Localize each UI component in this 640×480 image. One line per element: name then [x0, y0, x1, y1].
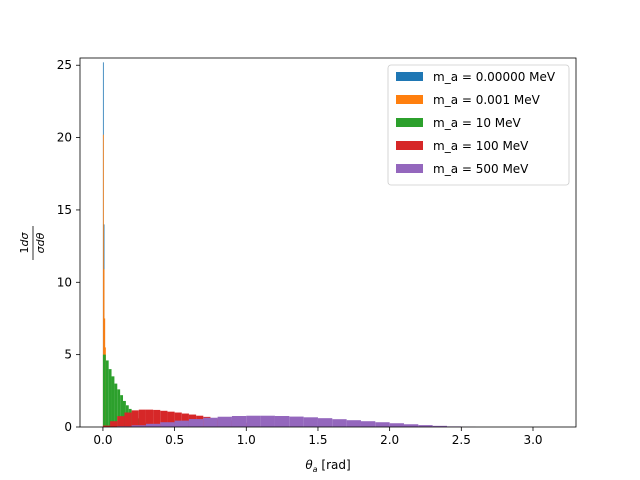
- bar-series-2-bin-6: [120, 395, 124, 427]
- bar-series-4-bin-17: [346, 420, 361, 427]
- bar-series-2-bin-2: [108, 369, 112, 427]
- bar-series-2-bin-5: [117, 389, 121, 427]
- bar-series-2-bin-3: [111, 376, 115, 427]
- bar-series-4-bin-16: [332, 419, 347, 427]
- legend-swatch: [396, 118, 423, 127]
- legend-swatch: [396, 72, 423, 81]
- legend-swatch: [396, 164, 423, 173]
- histogram-bars: [102, 62, 476, 427]
- bar-series-4-bin-23: [432, 425, 447, 427]
- bar-series-3-bin-5: [138, 409, 146, 427]
- x-tick-label: 0.0: [93, 433, 112, 447]
- bar-series-1-bin-1: [103, 269, 105, 427]
- bar-series-4-bin-4: [160, 422, 175, 427]
- bar-series-4-bin-10: [246, 415, 261, 427]
- bar-series-4-bin-5: [174, 420, 189, 427]
- bar-series-4-bin-6: [188, 419, 204, 427]
- bar-series-4-bin-9: [231, 416, 247, 427]
- x-tick-label: 1.0: [237, 433, 256, 447]
- legend-label: m_a = 0.001 MeV: [433, 93, 541, 107]
- y-tick-label: 20: [57, 131, 72, 145]
- x-axis-ticks: 0.0 0.5 1.0 1.5 2.0 2.5 3.0: [93, 427, 543, 447]
- bar-series-4-bin-12: [274, 416, 290, 427]
- bar-series-4-bin-13: [289, 416, 304, 427]
- bar-series-3-bin-4: [131, 410, 139, 427]
- svg-text:σdθ: σdθ: [34, 232, 47, 253]
- x-tick-label: 0.5: [165, 433, 184, 447]
- bar-series-4-bin-11: [260, 415, 275, 427]
- legend-swatch: [396, 141, 423, 150]
- axes-frame: [79, 57, 577, 428]
- bar-series-2-bin-1: [105, 360, 109, 427]
- y-axis-label: 1dσ σdθ: [18, 226, 47, 260]
- bar-series-3-bin-3: [124, 412, 132, 427]
- bar-series-4-bin-19: [375, 422, 390, 427]
- legend-swatch: [396, 95, 423, 104]
- bar-series-3-bin-0: [102, 425, 111, 427]
- y-tick-label: 10: [57, 275, 72, 289]
- y-tick-label: 25: [57, 58, 72, 72]
- x-tick-label: 1.5: [308, 433, 327, 447]
- y-tick-label: 15: [57, 203, 72, 217]
- bar-series-4-bin-18: [360, 421, 376, 427]
- svg-text:1dσ: 1dσ: [18, 232, 31, 254]
- legend-label: m_a = 0.00000 MeV: [433, 70, 556, 84]
- bar-series-3-bin-8: [160, 410, 168, 427]
- legend-label: m_a = 500 MeV: [433, 162, 529, 176]
- y-axis-ticks: 0 5 10 15 20 25: [57, 58, 80, 434]
- bar-series-4-bin-2: [131, 425, 146, 427]
- bar-series-3-bin-7: [153, 409, 161, 427]
- bar-series-1-bin-0: [102, 134, 104, 427]
- legend-label: m_a = 10 MeV: [433, 116, 522, 130]
- bar-series-4-bin-22: [418, 425, 433, 427]
- y-tick-label: 0: [64, 420, 72, 434]
- bar-series-4-bin-14: [303, 417, 318, 427]
- legend: m_a = 0.00000 MeV m_a = 0.001 MeV m_a = 10…: [387, 64, 570, 186]
- bar-series-4-bin-21: [403, 424, 419, 427]
- bar-series-4-bin-3: [145, 423, 161, 427]
- x-tick-label: 2.0: [380, 433, 399, 447]
- bar-series-3-bin-10: [174, 412, 182, 427]
- legend-box: [387, 64, 570, 186]
- bar-series-3-bin-6: [145, 409, 154, 427]
- bar-series-3-bin-2: [117, 416, 125, 427]
- bar-series-2-bin-4: [114, 383, 118, 427]
- bar-series-4-bin-20: [389, 423, 404, 427]
- bar-series-4-bin-15: [317, 418, 333, 427]
- x-tick-label: 2.5: [452, 433, 471, 447]
- bar-series-3-bin-9: [167, 411, 175, 427]
- y-tick-label: 5: [64, 348, 72, 362]
- bar-series-4-bin-7: [203, 417, 218, 427]
- x-axis-label: θa [rad]: [305, 458, 350, 474]
- bar-series-2-bin-0: [102, 354, 106, 427]
- bar-series-3-bin-11: [181, 413, 189, 427]
- bar-series-3-bin-1: [110, 421, 118, 427]
- legend-label: m_a = 100 MeV: [433, 139, 529, 153]
- x-tick-label: 3.0: [523, 433, 542, 447]
- bar-series-4-bin-8: [217, 416, 232, 427]
